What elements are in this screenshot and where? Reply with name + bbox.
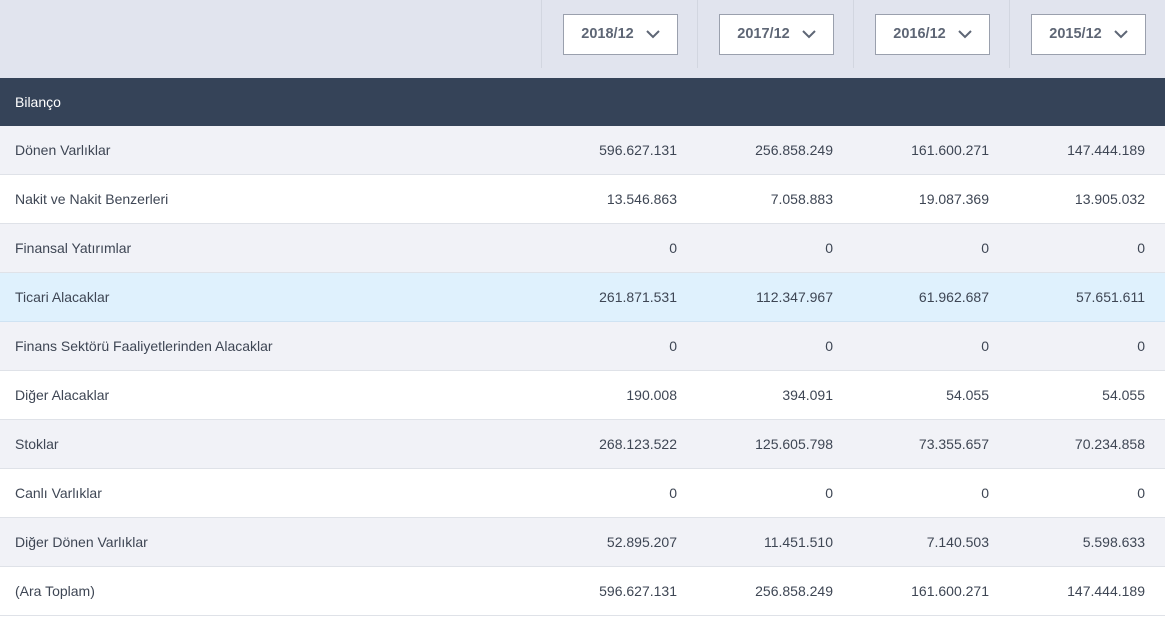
table-row-subtotal: (Ara Toplam) 596.627.131 256.858.249 161… bbox=[0, 567, 1165, 616]
chevron-down-icon bbox=[801, 30, 816, 39]
row-value: 268.123.522 bbox=[599, 436, 677, 452]
table-row: Diğer Dönen Varlıklar 52.895.207 11.451.… bbox=[0, 518, 1165, 567]
row-value: 54.055 bbox=[946, 387, 989, 403]
table-row: Diğer Alacaklar 190.008 394.091 54.055 5… bbox=[0, 371, 1165, 420]
row-value: 147.444.189 bbox=[1067, 583, 1145, 599]
row-value: 0 bbox=[1137, 240, 1145, 256]
period-select-2018[interactable]: 2018/12 bbox=[563, 13, 678, 55]
table-row: Finansal Yatırımlar 0 0 0 0 bbox=[0, 224, 1165, 273]
period-select-2015[interactable]: 2015/12 bbox=[1031, 13, 1146, 55]
row-value: 261.871.531 bbox=[599, 289, 677, 305]
table-row: Finans Sektörü Faaliyetlerinden Alacakla… bbox=[0, 322, 1165, 371]
row-value: 54.055 bbox=[1102, 387, 1145, 403]
row-value: 0 bbox=[669, 240, 677, 256]
table-row: Canlı Varlıklar 0 0 0 0 bbox=[0, 469, 1165, 518]
period-select-2016[interactable]: 2016/12 bbox=[875, 13, 990, 55]
row-value: 70.234.858 bbox=[1074, 436, 1145, 452]
table-row: Stoklar 268.123.522 125.605.798 73.355.6… bbox=[0, 420, 1165, 469]
row-value: 147.444.189 bbox=[1067, 142, 1145, 158]
row-label: Diğer Dönen Varlıklar bbox=[15, 534, 148, 550]
period-column-1: 2017/12 bbox=[697, 0, 853, 68]
row-value: 0 bbox=[669, 338, 677, 354]
section-title: Bilanço bbox=[15, 94, 61, 110]
row-value: 0 bbox=[669, 485, 677, 501]
row-value: 256.858.249 bbox=[755, 142, 833, 158]
row-value: 161.600.271 bbox=[911, 583, 989, 599]
period-select-label: 2016/12 bbox=[893, 26, 946, 42]
row-value: 0 bbox=[1137, 485, 1145, 501]
row-value: 7.058.883 bbox=[770, 191, 833, 207]
period-column-0: 2018/12 bbox=[541, 0, 697, 68]
row-value: 596.627.131 bbox=[599, 583, 677, 599]
row-value: 0 bbox=[825, 338, 833, 354]
chevron-down-icon bbox=[1113, 30, 1128, 39]
row-value: 256.858.249 bbox=[755, 583, 833, 599]
balance-table: Dönen Varlıklar 596.627.131 256.858.249 … bbox=[0, 126, 1165, 616]
row-label: Stoklar bbox=[15, 436, 59, 452]
row-value: 5.598.633 bbox=[1082, 534, 1145, 550]
row-value: 52.895.207 bbox=[606, 534, 677, 550]
row-label: Ticari Alacaklar bbox=[15, 289, 110, 305]
row-value: 13.546.863 bbox=[606, 191, 677, 207]
row-value: 57.651.611 bbox=[1075, 289, 1145, 305]
row-value: 73.355.657 bbox=[918, 436, 989, 452]
header-spacer bbox=[0, 0, 541, 68]
period-select-2017[interactable]: 2017/12 bbox=[719, 13, 834, 55]
section-header-bilanco: Bilanço bbox=[0, 78, 1165, 126]
chevron-down-icon bbox=[957, 30, 972, 39]
row-value: 0 bbox=[981, 240, 989, 256]
period-header: 2018/12 2017/12 2016/12 2015/12 bbox=[0, 0, 1165, 78]
row-label: Dönen Varlıklar bbox=[15, 142, 111, 158]
row-value: 125.605.798 bbox=[755, 436, 833, 452]
row-value: 61.962.687 bbox=[918, 289, 989, 305]
row-value: 13.905.032 bbox=[1074, 191, 1145, 207]
row-value: 161.600.271 bbox=[911, 142, 989, 158]
row-value: 0 bbox=[981, 338, 989, 354]
row-label: (Ara Toplam) bbox=[15, 583, 95, 599]
row-value: 190.008 bbox=[626, 387, 677, 403]
period-column-2: 2016/12 bbox=[853, 0, 1009, 68]
row-label: Finansal Yatırımlar bbox=[15, 240, 132, 256]
row-label: Nakit ve Nakit Benzerleri bbox=[15, 191, 169, 207]
period-column-3: 2015/12 bbox=[1009, 0, 1165, 68]
row-value: 112.347.967 bbox=[756, 289, 833, 305]
row-value: 0 bbox=[981, 485, 989, 501]
period-select-label: 2017/12 bbox=[737, 26, 790, 42]
row-label: Finans Sektörü Faaliyetlerinden Alacakla… bbox=[15, 338, 273, 354]
period-select-label: 2015/12 bbox=[1049, 26, 1102, 42]
row-value: 7.140.503 bbox=[926, 534, 989, 550]
table-row-highlighted[interactable]: Ticari Alacaklar 261.871.531 112.347.967… bbox=[0, 273, 1165, 322]
row-value: 0 bbox=[825, 485, 833, 501]
table-row: Dönen Varlıklar 596.627.131 256.858.249 … bbox=[0, 126, 1165, 175]
row-value: 11.451.510 bbox=[763, 534, 833, 550]
row-value: 596.627.131 bbox=[599, 142, 677, 158]
row-value: 0 bbox=[825, 240, 833, 256]
period-select-label: 2018/12 bbox=[581, 26, 634, 42]
row-value: 0 bbox=[1137, 338, 1145, 354]
table-row: Nakit ve Nakit Benzerleri 13.546.863 7.0… bbox=[0, 175, 1165, 224]
row-value: 394.091 bbox=[782, 387, 833, 403]
row-label: Diğer Alacaklar bbox=[15, 387, 110, 403]
row-value: 19.087.369 bbox=[918, 191, 989, 207]
chevron-down-icon bbox=[645, 30, 660, 39]
row-label: Canlı Varlıklar bbox=[15, 485, 102, 501]
